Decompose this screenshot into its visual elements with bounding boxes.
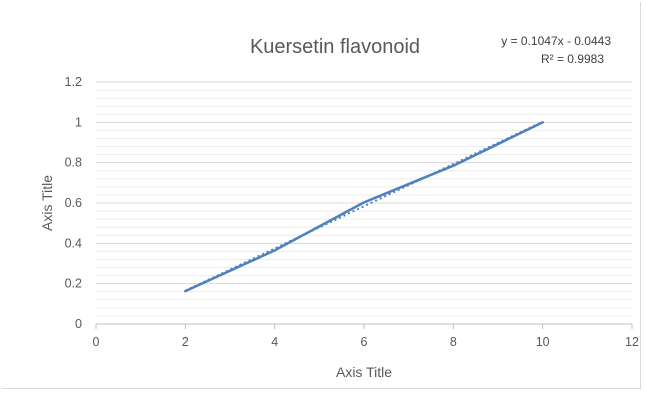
gridlines: [96, 81, 632, 317]
chart-area: 0 2 4 6 8 10 12 0 0.2 0.4 0.6 0.8 1 1.2 Kuersetin fla…: [2, 2, 641, 389]
y-axis-title: Axis Title: [39, 175, 55, 231]
x-tick-label: 12: [625, 335, 639, 349]
x-tick-label: 10: [536, 335, 550, 349]
x-tick-label: 2: [182, 335, 189, 349]
x-tick-label: 6: [361, 335, 368, 349]
y-tick-label: 1.2: [65, 75, 82, 89]
chart-title: Kuersetin flavonoid: [250, 36, 420, 58]
plot-marks: [184, 120, 544, 293]
trendline: [184, 120, 544, 292]
y-tick-label: 0.8: [65, 156, 82, 170]
x-tick-label: 0: [93, 335, 100, 349]
axes: [95, 323, 633, 329]
x-tick-label: 8: [450, 335, 457, 349]
y-tick-label: 1: [75, 115, 82, 129]
y-tick-label: 0.4: [65, 236, 82, 250]
y-tick-label: 0: [75, 317, 82, 331]
x-tick-label: 4: [271, 335, 278, 349]
series-line: [184, 121, 544, 293]
x-axis-title: Axis Title: [336, 364, 392, 380]
y-tick-label: 0.6: [65, 196, 82, 210]
trendline-equation: y = 0.1047x - 0.0443: [501, 34, 611, 48]
y-tick-label: 0.2: [65, 277, 82, 291]
trendline-r2: R² = 0.9983: [541, 52, 604, 66]
tick-labels: 0 2 4 6 8 10 12 0 0.2 0.4 0.6 0.8 1 1.2: [65, 75, 639, 349]
